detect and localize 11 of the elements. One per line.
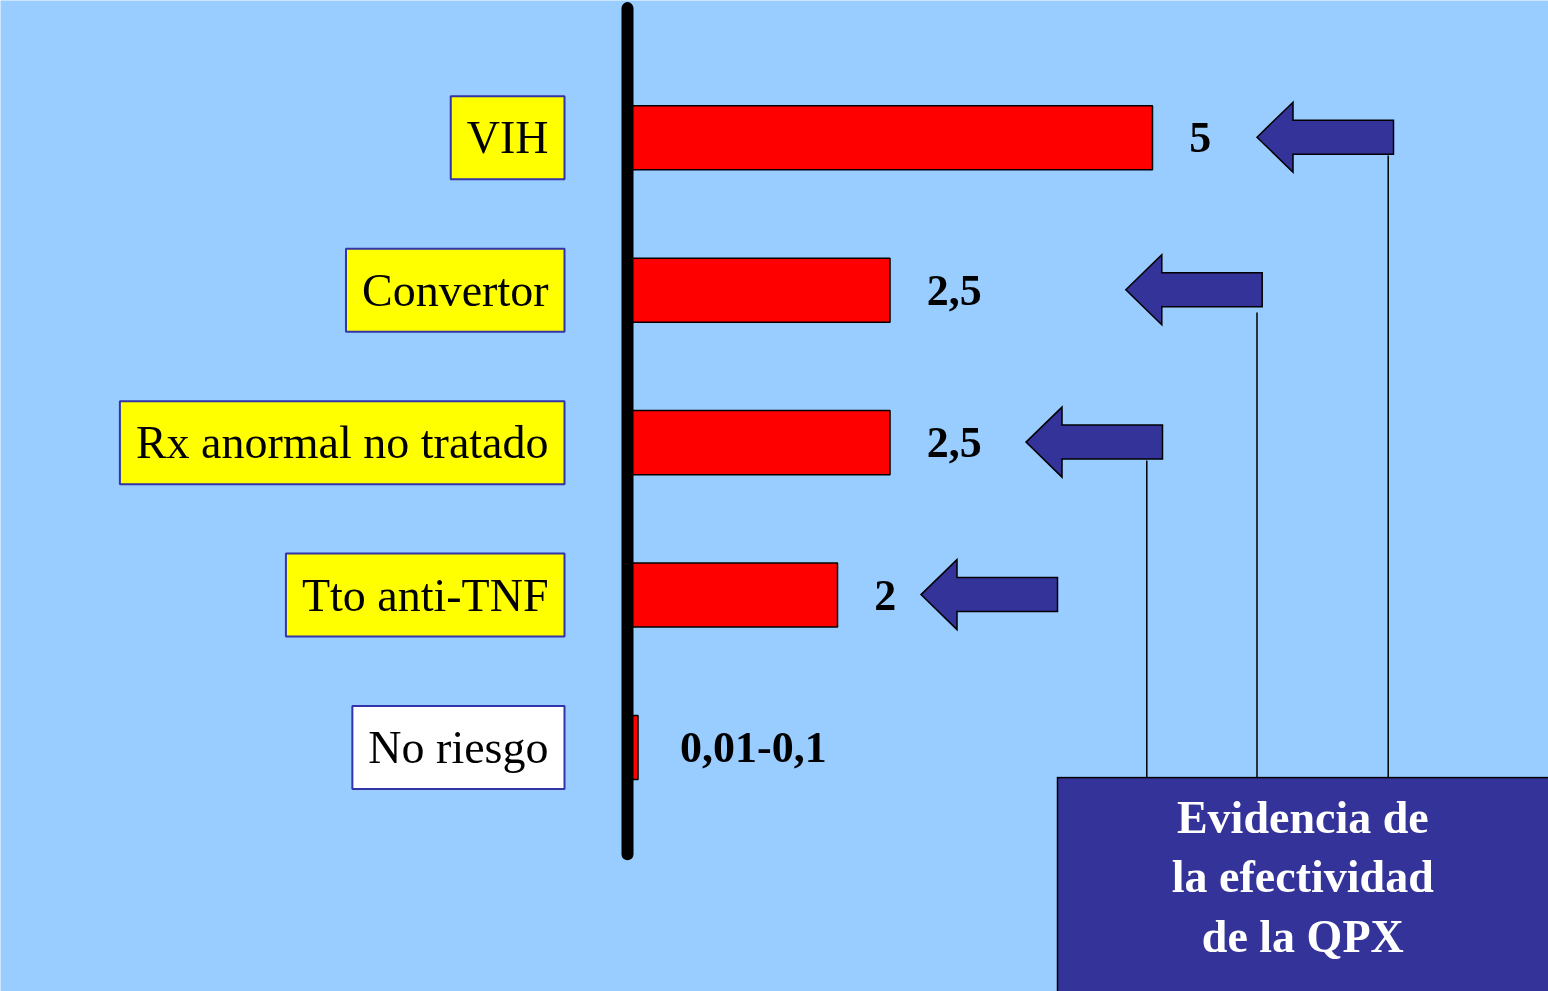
data-label: 2,5 <box>926 418 982 468</box>
text: Evidencia de la efectividad de la QPX <box>1171 791 1435 963</box>
y-tick-label: VIH <box>466 112 549 164</box>
y-tick-label: Convertor <box>361 264 549 316</box>
y-tick-label: No riesgo <box>368 722 549 774</box>
data-label: 2,5 <box>926 265 982 315</box>
data-label: 2 <box>874 570 897 620</box>
data-label: 5 <box>1189 113 1212 163</box>
data-label: 0,01-0,1 <box>680 723 827 773</box>
y-tick-label: Tto anti-TNF <box>301 569 549 621</box>
y-tick-label: Rx anormal no tratado <box>135 417 549 469</box>
